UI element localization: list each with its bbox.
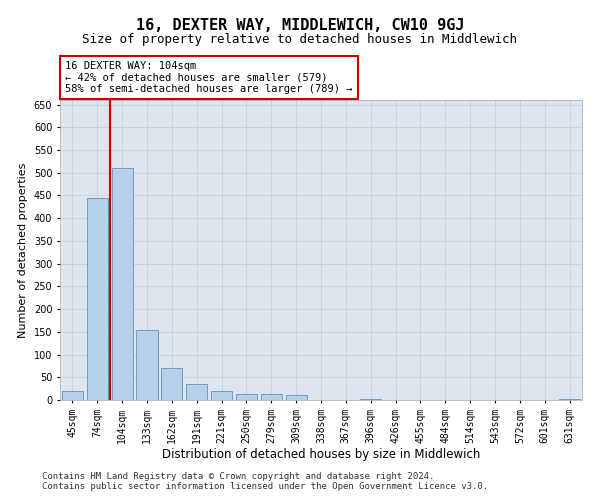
Bar: [161, 368, 182, 400]
Text: Contains HM Land Registry data © Crown copyright and database right 2024.: Contains HM Land Registry data © Crown c…: [42, 472, 434, 481]
Bar: [87, 198, 108, 400]
Text: Size of property relative to detached houses in Middlewich: Size of property relative to detached ho…: [83, 32, 517, 46]
Bar: [112, 168, 133, 400]
Bar: [211, 391, 232, 400]
Text: 16 DEXTER WAY: 104sqm
← 42% of detached houses are smaller (579)
58% of semi-det: 16 DEXTER WAY: 104sqm ← 42% of detached …: [65, 61, 353, 94]
Text: Contains public sector information licensed under the Open Government Licence v3: Contains public sector information licen…: [42, 482, 488, 491]
X-axis label: Distribution of detached houses by size in Middlewich: Distribution of detached houses by size …: [162, 448, 480, 462]
Bar: [236, 394, 257, 400]
Bar: [559, 399, 580, 400]
Bar: [261, 394, 282, 400]
Bar: [186, 384, 207, 400]
Y-axis label: Number of detached properties: Number of detached properties: [18, 162, 28, 338]
Text: 16, DEXTER WAY, MIDDLEWICH, CW10 9GJ: 16, DEXTER WAY, MIDDLEWICH, CW10 9GJ: [136, 18, 464, 32]
Bar: [286, 396, 307, 400]
Bar: [136, 330, 158, 400]
Bar: [360, 398, 381, 400]
Bar: [62, 392, 83, 400]
